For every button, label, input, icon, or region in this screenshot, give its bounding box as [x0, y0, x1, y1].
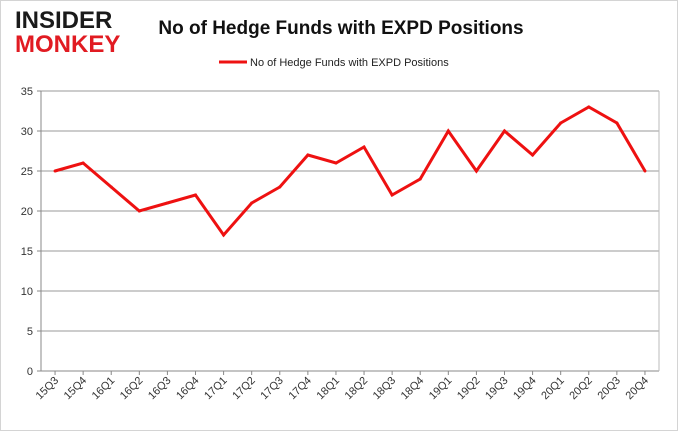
data-point — [643, 169, 647, 173]
axes — [37, 90, 660, 375]
y-tick-label: 10 — [21, 286, 33, 298]
series-line — [54, 105, 647, 238]
x-tick-label: 17Q4 — [286, 375, 314, 403]
x-tick-label: 17Q2 — [230, 375, 258, 403]
data-point — [250, 201, 254, 205]
y-tick-label: 5 — [27, 326, 33, 338]
data-point — [109, 185, 113, 189]
logo-line-2: MONKEY — [15, 31, 120, 58]
x-tick-label: 19Q3 — [483, 375, 511, 403]
logo-line-1: INSIDER — [15, 7, 112, 34]
y-tick-label: 30 — [21, 126, 33, 138]
data-point — [474, 169, 478, 173]
x-tick-label: 18Q3 — [371, 375, 399, 403]
data-point — [390, 193, 394, 197]
data-point — [278, 185, 282, 189]
legend-label: No of Hedge Funds with EXPD Positions — [250, 57, 449, 69]
x-tick-label: 16Q3 — [146, 375, 174, 403]
data-point — [362, 145, 366, 149]
x-tick-label: 20Q4 — [624, 375, 652, 403]
x-tick-label: 20Q2 — [567, 375, 595, 403]
data-point — [446, 129, 450, 133]
y-tick-label: 15 — [21, 246, 33, 258]
x-tick-label: 18Q4 — [399, 375, 427, 403]
data-point — [531, 153, 535, 157]
data-point — [334, 161, 338, 165]
x-tick-label: 20Q1 — [539, 375, 567, 403]
y-tick-label: 0 — [27, 366, 33, 378]
x-tick-label: 16Q4 — [174, 375, 202, 403]
x-tick-label: 19Q1 — [427, 375, 455, 403]
data-point — [615, 121, 619, 125]
data-point — [194, 193, 197, 197]
x-tick-label: 17Q3 — [258, 375, 286, 403]
x-tick-label: 18Q2 — [343, 375, 371, 403]
data-point — [306, 153, 310, 157]
x-tick-label: 15Q3 — [34, 375, 62, 403]
data-point — [137, 209, 141, 213]
series-layer — [53, 105, 647, 238]
data-point — [503, 129, 506, 133]
gridlines — [41, 90, 659, 332]
x-tick-label: 18Q1 — [315, 375, 343, 403]
x-tick-label: 16Q1 — [90, 375, 118, 403]
data-point — [222, 233, 226, 237]
logo: INSIDER MONKEY — [15, 7, 120, 58]
y-tick-label: 35 — [21, 86, 33, 98]
data-point — [418, 177, 422, 181]
x-tick-label: 17Q1 — [202, 375, 230, 403]
y-tick-labels: 0 5 10 15 20 25 30 35 — [21, 86, 33, 378]
y-tick-label: 25 — [21, 166, 33, 178]
x-tick-label: 20Q3 — [595, 375, 623, 403]
y-tick-label: 20 — [21, 206, 33, 218]
data-point — [165, 201, 169, 205]
data-point — [559, 121, 563, 125]
data-point — [53, 169, 57, 173]
x-tick-label: 19Q2 — [455, 375, 483, 403]
data-point — [81, 161, 85, 165]
legend: No of Hedge Funds with EXPD Positions — [219, 57, 449, 69]
chart-title: No of Hedge Funds with EXPD Positions — [158, 18, 523, 39]
x-tick-label: 15Q4 — [62, 375, 90, 403]
data-point — [587, 105, 591, 109]
x-tick-labels: 15Q3 15Q4 16Q1 16Q2 16Q3 16Q4 17Q1 17Q2 17Q3 17Q4… — [34, 375, 651, 403]
x-tick-label: 16Q2 — [118, 375, 146, 403]
x-tick-label: 19Q4 — [511, 375, 539, 403]
